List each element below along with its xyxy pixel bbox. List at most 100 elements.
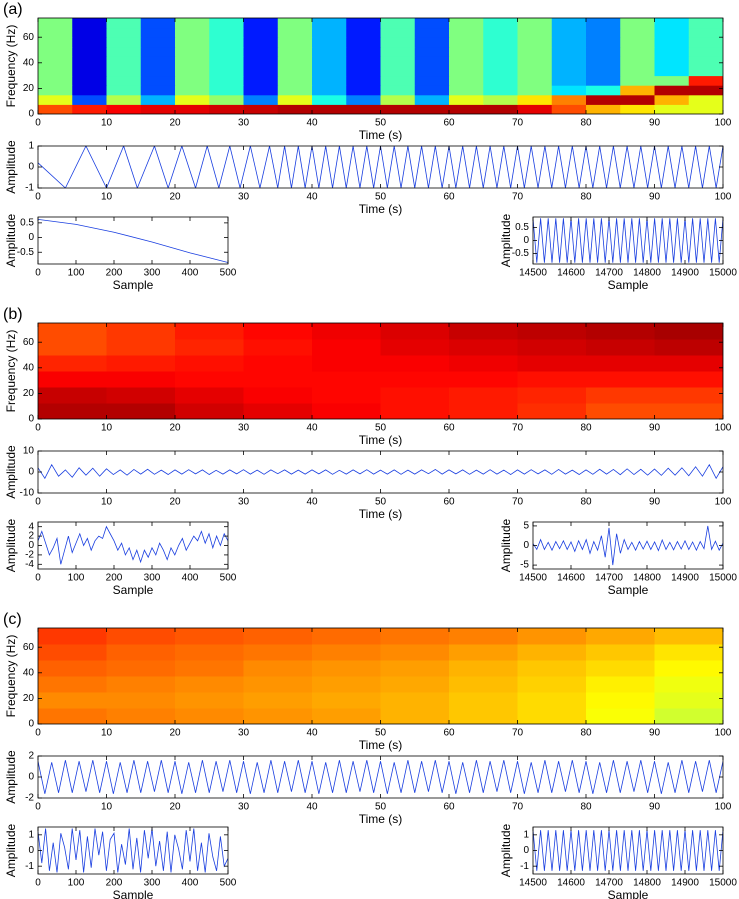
x-tick-label: 14500 (519, 573, 547, 584)
heatmap-cell (243, 37, 279, 48)
heatmap-cell (312, 387, 381, 404)
y-tick-label: 2 (28, 751, 34, 762)
x-tick-label: 50 (375, 497, 387, 508)
y-tick-label: 1 (523, 829, 529, 840)
heatmap-cell (175, 355, 244, 372)
heatmap-cell (380, 56, 416, 67)
heatmap-cell (38, 692, 107, 709)
heatmap-cell (517, 628, 587, 645)
heatmap-cell (312, 660, 381, 677)
x-axis-label: Sample (608, 888, 649, 899)
heatmap-cell (38, 27, 73, 38)
heatmap-cell (380, 323, 450, 340)
heatmap-cell (449, 339, 518, 356)
heatmap-cell (312, 628, 381, 645)
x-tick-label: 50 (375, 423, 387, 434)
heatmap-cell (620, 27, 655, 38)
heatmap-cell (243, 708, 313, 724)
heatmap-cell (312, 323, 381, 340)
x-tick-label: 100 (68, 878, 85, 889)
heatmap-cell (38, 339, 107, 356)
x-tick-label: 60 (443, 423, 455, 434)
signal-line (533, 830, 723, 871)
heatmap-cell (449, 85, 484, 96)
x-tick-label: 100 (715, 118, 732, 129)
heatmap-cell (277, 94, 313, 105)
x-tick-label: 70 (512, 497, 524, 508)
panel-label: (b) (3, 306, 23, 323)
heatmap-cell (380, 371, 450, 388)
heatmap-cell (654, 660, 723, 677)
x-tick-label: 10 (101, 728, 113, 739)
y-tick-label: 0 (28, 232, 34, 243)
heatmap-cell (243, 371, 313, 388)
y-tick-label: 40 (23, 667, 35, 678)
x-tick-label: 0 (35, 802, 41, 813)
heatmap-cell (106, 387, 176, 404)
heatmap-cell (414, 75, 450, 86)
signal-line (533, 525, 723, 566)
heatmap-cell (312, 56, 347, 67)
heatmap-cell (380, 37, 416, 48)
heatmap-cell (209, 66, 244, 77)
heatmap-cell (312, 644, 381, 661)
heatmap-cell (620, 85, 655, 96)
heatmap-cell (175, 692, 244, 709)
heatmap-cell (449, 56, 484, 67)
heatmap-cell (586, 27, 621, 38)
heatmap-cell (586, 56, 621, 67)
heatmap-cell (620, 46, 655, 57)
heatmap-cell (483, 56, 518, 67)
heatmap-cell (38, 323, 107, 340)
heatmap-cell (414, 104, 450, 114)
x-tick-label: 90 (649, 802, 661, 813)
heatmap-cell (175, 708, 244, 724)
heatmap-cell (586, 387, 655, 404)
y-tick-label: -4 (25, 559, 34, 570)
heatmap-cell (175, 104, 210, 114)
heatmap-cell (517, 676, 587, 693)
heatmap-cell (38, 708, 107, 724)
heatmap-cell (312, 75, 347, 86)
heatmap-cell (654, 644, 723, 661)
heatmap-cell (414, 66, 450, 77)
heatmap-cell (346, 94, 381, 105)
y-tick-label: 0 (523, 235, 529, 246)
heatmap-cell (551, 66, 587, 77)
heatmap-cell (586, 676, 655, 693)
y-tick-label: 0 (28, 719, 34, 730)
heatmap-cell (175, 66, 210, 77)
x-tick-label: 70 (512, 423, 524, 434)
x-tick-label: 10 (101, 192, 113, 203)
heatmap-cell (106, 628, 176, 645)
heatmap-cell (140, 18, 176, 29)
heatmap-cell (688, 85, 723, 96)
heatmap-cell (586, 66, 621, 77)
signal-line (38, 828, 228, 873)
heatmap-cell (140, 46, 176, 57)
y-tick-label: 1 (28, 141, 34, 152)
heatmap-cell (586, 75, 621, 86)
heatmap-cell (586, 660, 655, 677)
heatmap-cell (586, 708, 655, 724)
y-tick-label: -10 (20, 488, 35, 499)
heatmap-cell (243, 676, 313, 693)
heatmap-cell (72, 75, 107, 86)
heatmap-cell (654, 85, 690, 96)
x-tick-label: 10 (101, 497, 113, 508)
x-tick-label: 30 (238, 118, 250, 129)
x-tick-label: 0 (35, 573, 41, 584)
heatmap-cell (517, 37, 553, 48)
x-tick-label: 500 (220, 573, 237, 584)
y-tick-label: -0.5 (17, 247, 35, 258)
y-tick-label: 0 (523, 845, 529, 856)
y-tick-label: -2 (25, 793, 34, 804)
heatmap-cell (380, 660, 450, 677)
y-axis-label: Frequency (Hz) (4, 330, 18, 413)
y-axis-label: Amplitude (4, 519, 18, 573)
heatmap-cell (620, 75, 655, 86)
heatmap-cell (312, 708, 381, 724)
heatmap-cell (72, 37, 107, 48)
heatmap-cell (517, 75, 553, 86)
